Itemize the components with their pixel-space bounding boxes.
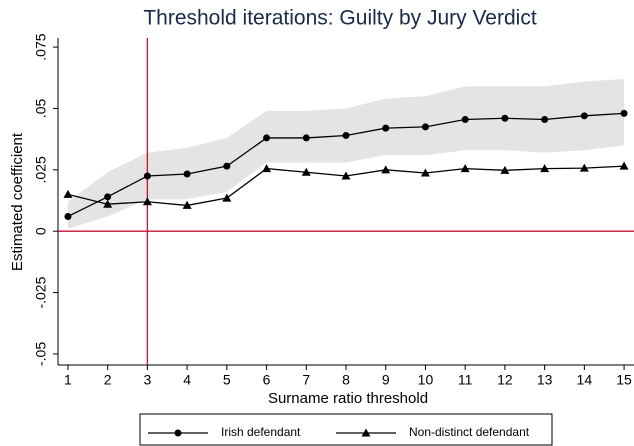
marker (500, 165, 510, 174)
marker (182, 200, 192, 209)
x-tick-label: 9 (382, 372, 390, 388)
y-tick-label: .025 (33, 156, 49, 183)
x-tick-label: 2 (104, 372, 112, 388)
y-axis-label: Estimated coefficient (9, 132, 26, 271)
x-axis-label: Surname ratio threshold (268, 390, 428, 407)
marker (461, 116, 469, 124)
legend-marker (174, 429, 182, 437)
marker (263, 134, 271, 142)
marker (460, 164, 470, 173)
x-tick-label: 5 (223, 372, 231, 388)
legend-box (139, 413, 553, 446)
x-tick-label: 7 (302, 372, 310, 388)
marker (142, 197, 152, 206)
x-tick-label: 11 (458, 372, 473, 388)
marker (342, 131, 350, 139)
marker (103, 199, 113, 208)
x-tick-label: 6 (263, 372, 271, 388)
x-tick-label: 3 (143, 372, 151, 388)
marker (541, 116, 549, 124)
x-tick-label: 10 (418, 372, 434, 388)
x-tick-label: 13 (537, 372, 553, 388)
marker (143, 172, 151, 180)
marker (580, 112, 588, 120)
marker (381, 165, 391, 174)
marker (262, 164, 272, 173)
x-tick-label: 14 (577, 372, 593, 388)
chart-title: Threshold iterations: Guilty by Jury Ver… (143, 7, 536, 30)
marker (421, 123, 429, 131)
marker (301, 167, 311, 176)
marker (64, 212, 72, 220)
marker (222, 193, 232, 202)
marker (501, 114, 509, 122)
y-tick-label: .05 (33, 99, 49, 119)
y-tick-label: -.05 (33, 342, 49, 366)
legend-marker (361, 428, 371, 437)
y-tick-label: -.025 (33, 276, 49, 308)
marker (341, 171, 351, 180)
y-tick-label: 0 (33, 227, 49, 235)
legend-label: Non-distinct defendant (409, 425, 530, 439)
marker (302, 134, 310, 142)
marker (223, 162, 231, 170)
x-tick-label: 4 (183, 372, 191, 388)
marker (619, 161, 629, 170)
marker (382, 124, 390, 132)
x-tick-label: 12 (497, 372, 513, 388)
marker (104, 193, 112, 201)
confidence-band (67, 78, 625, 229)
y-tick-label: .075 (33, 33, 49, 60)
marker (63, 189, 73, 198)
marker (183, 170, 191, 178)
legend-label: Irish defendant (221, 425, 301, 439)
x-tick-label: 15 (616, 372, 632, 388)
marker (540, 164, 550, 173)
marker (579, 163, 589, 172)
x-tick-label: 8 (342, 372, 350, 388)
x-tick-label: 1 (64, 372, 72, 388)
marker (620, 109, 628, 117)
marker (420, 168, 430, 177)
